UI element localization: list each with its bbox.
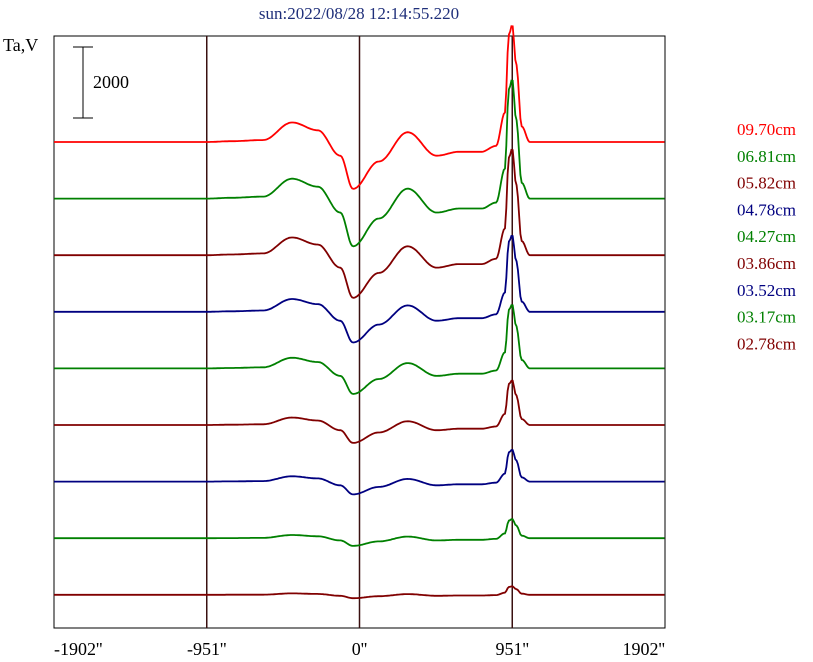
y-axis-label: Ta,V	[3, 35, 38, 55]
series-traces	[54, 25, 665, 600]
legend: 09.70cm 06.81cm 05.82cm 04.78cm 04.27cm 03.86…	[737, 120, 796, 353]
series-line-05-82cm	[54, 148, 665, 299]
legend-entry: 04.27cm	[737, 227, 796, 246]
x-tick-label: 0''	[352, 639, 368, 659]
scale-bar-label: 2000	[93, 72, 129, 92]
series-line-03-52cm	[54, 449, 665, 496]
series-line-04-78cm	[54, 235, 665, 344]
legend-entry: 03.52cm	[737, 281, 796, 300]
x-tick-label: -1902''	[54, 639, 102, 659]
legend-entry: 09.70cm	[737, 120, 796, 139]
x-tick-labels: -1902'' -951'' 0'' 951'' 1902''	[54, 639, 665, 659]
series-line-09-70cm	[54, 25, 665, 190]
series-line-06-81cm	[54, 79, 665, 248]
legend-entry: 02.78cm	[737, 334, 796, 353]
legend-entry: 04.78cm	[737, 200, 796, 219]
legend-entry: 03.86cm	[737, 254, 796, 273]
legend-entry: 03.17cm	[737, 308, 796, 327]
chart-title: sun:2022/08/28 12:14:55.220	[259, 4, 459, 23]
x-tick-label: -951''	[187, 639, 226, 659]
legend-entry: 05.82cm	[737, 174, 796, 193]
x-tick-label: 1902''	[623, 639, 666, 659]
scale-bar: 2000	[73, 46, 129, 119]
series-line-03-86cm	[54, 379, 665, 444]
series-line-02-78cm	[54, 585, 665, 600]
legend-entry: 06.81cm	[737, 147, 796, 166]
x-tick-label: 951''	[496, 639, 530, 659]
series-line-03-17cm	[54, 518, 665, 547]
vertical-marker-lines	[206, 36, 513, 628]
series-line-04-27cm	[54, 304, 665, 395]
